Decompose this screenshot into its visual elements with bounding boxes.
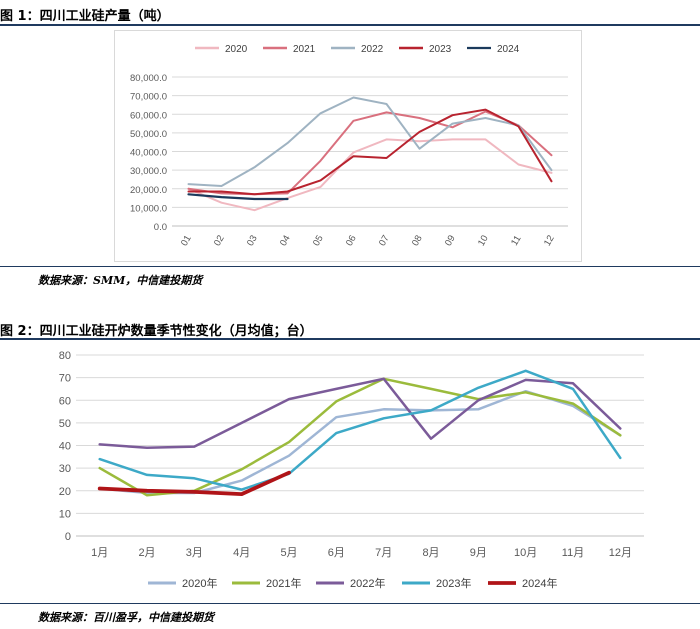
x-tick-label: 10 bbox=[476, 233, 491, 248]
y-tick-label: 50,000.0 bbox=[130, 129, 167, 140]
legend-label: 2023 bbox=[429, 44, 452, 55]
x-tick-label: 1月 bbox=[91, 547, 108, 559]
y-tick-label: 70,000.0 bbox=[130, 92, 167, 103]
y-tick-label: 60,000.0 bbox=[130, 110, 167, 121]
x-tick-label: 03 bbox=[245, 233, 260, 248]
x-tick-label: 12月 bbox=[609, 547, 632, 559]
legend-label: 2021 bbox=[293, 44, 316, 55]
y-tick-label: 50 bbox=[59, 418, 71, 430]
x-tick-label: 09 bbox=[443, 233, 458, 248]
legend-label: 2023年 bbox=[436, 576, 471, 590]
x-tick-label: 11 bbox=[509, 234, 523, 248]
figure2-source: 数据来源：百川盈孚，中信建投期货 bbox=[38, 611, 214, 624]
series-line-2022 bbox=[187, 96, 553, 187]
y-tick-label: 20,000.0 bbox=[130, 185, 167, 196]
y-tick-label: 30,000.0 bbox=[130, 166, 167, 177]
x-tick-label: 10月 bbox=[514, 547, 537, 559]
y-tick-label: 10,000.0 bbox=[130, 203, 167, 214]
legend-label: 2020 bbox=[225, 44, 248, 55]
figure1-top-rule bbox=[0, 24, 700, 26]
figure1-frame bbox=[114, 30, 582, 262]
y-tick-label: 20 bbox=[59, 486, 71, 498]
x-tick-label: 9月 bbox=[470, 547, 487, 559]
series-line-2023 bbox=[187, 108, 553, 196]
y-tick-label: 40,000.0 bbox=[130, 148, 167, 159]
y-tick-label: 40 bbox=[59, 441, 71, 453]
figure1-bottom-rule bbox=[0, 266, 700, 267]
x-tick-label: 5月 bbox=[280, 547, 297, 559]
y-tick-label: 70 bbox=[59, 373, 71, 385]
x-tick-label: 12 bbox=[542, 233, 557, 248]
figure2-top-rule bbox=[0, 338, 700, 340]
legend-label: 2022年 bbox=[350, 576, 385, 590]
x-tick-label: 4月 bbox=[233, 547, 250, 559]
y-tick-label: 0.0 bbox=[154, 222, 167, 233]
series-line-2021 bbox=[187, 110, 553, 196]
y-tick-label: 0 bbox=[65, 531, 71, 543]
series-line-2022年 bbox=[98, 377, 622, 450]
legend-label: 2024年 bbox=[522, 576, 557, 590]
legend-label: 2022 bbox=[361, 44, 384, 55]
x-tick-label: 2月 bbox=[138, 547, 155, 559]
x-tick-label: 3月 bbox=[186, 547, 203, 559]
series-line-2020 bbox=[187, 138, 553, 212]
figure1-title: 图 1：四川工业硅产量（吨） bbox=[0, 9, 170, 24]
legend-label: 2020年 bbox=[182, 576, 217, 590]
y-tick-label: 10 bbox=[59, 508, 71, 520]
y-tick-label: 80 bbox=[59, 350, 71, 362]
y-tick-label: 60 bbox=[59, 395, 71, 407]
figure2-title: 图 2：四川工业硅开炉数量季节性变化（月均值；台） bbox=[0, 324, 313, 339]
x-tick-label: 06 bbox=[344, 233, 359, 248]
x-tick-label: 01 bbox=[179, 233, 194, 248]
series-line-2023年 bbox=[98, 369, 622, 491]
x-tick-label: 07 bbox=[377, 233, 392, 248]
x-tick-label: 04 bbox=[278, 233, 293, 248]
legend-label: 2024 bbox=[497, 44, 520, 55]
x-tick-label: 8月 bbox=[422, 547, 439, 559]
chart1: 0.0 10,000.0 20,000.0 30,000.0 40,000.0 50,00… bbox=[130, 44, 568, 248]
x-tick-label: 08 bbox=[410, 233, 425, 248]
chart2: 0 10 20 30 40 50 60 70 80 1月 2月 3月 4月 5月 6月 7月 8月 9月 10月 11… bbox=[59, 350, 644, 590]
legend-label: 2021年 bbox=[266, 576, 301, 590]
series-line-2024年 bbox=[97, 470, 291, 497]
x-tick-label: 05 bbox=[311, 233, 326, 248]
y-tick-label: 80,000.0 bbox=[130, 73, 167, 84]
x-tick-label: 11月 bbox=[562, 547, 584, 559]
figure2-bottom-rule bbox=[0, 603, 700, 604]
figure1-source: 数据来源：SMM，中信建投期货 bbox=[38, 274, 203, 287]
y-tick-label: 30 bbox=[59, 463, 71, 475]
x-tick-label: 6月 bbox=[328, 547, 345, 559]
x-tick-label: 7月 bbox=[375, 547, 392, 559]
x-tick-label: 02 bbox=[212, 233, 227, 248]
series-line-2024 bbox=[187, 193, 289, 201]
